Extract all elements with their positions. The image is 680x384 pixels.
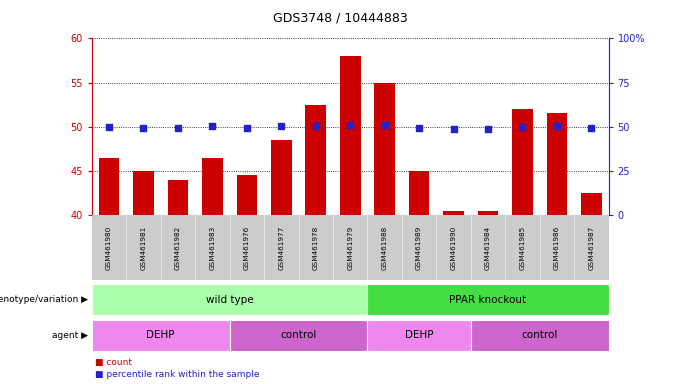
Bar	[167, 180, 188, 215]
Text: ■ percentile rank within the sample: ■ percentile rank within the sample	[95, 370, 260, 379]
Point	[207, 123, 218, 129]
Point	[483, 126, 494, 132]
Text: GSM461990: GSM461990	[451, 225, 456, 270]
Point	[551, 123, 562, 129]
Point	[586, 124, 597, 131]
Bar	[92, 284, 367, 315]
Bar	[99, 158, 120, 215]
Point	[276, 123, 287, 129]
Text: wild type: wild type	[206, 295, 254, 305]
Text: GSM461986: GSM461986	[554, 225, 560, 270]
Text: GSM461988: GSM461988	[381, 225, 388, 270]
Text: GSM461985: GSM461985	[520, 225, 526, 270]
Text: control: control	[280, 330, 317, 340]
Bar	[512, 109, 533, 215]
Point	[103, 124, 114, 130]
Text: PPAR knockout: PPAR knockout	[449, 295, 526, 305]
Bar	[581, 193, 602, 215]
Bar	[374, 83, 395, 215]
Point	[138, 124, 149, 131]
Bar	[471, 319, 609, 351]
Text: GSM461978: GSM461978	[313, 225, 319, 270]
Point	[241, 124, 252, 131]
Bar	[202, 158, 223, 215]
Bar	[271, 140, 292, 215]
Text: GSM461983: GSM461983	[209, 225, 216, 270]
Point	[379, 122, 390, 128]
Bar	[305, 104, 326, 215]
Bar	[340, 56, 360, 215]
Point	[413, 124, 424, 131]
Point	[310, 123, 321, 129]
Point	[345, 122, 356, 128]
Text: GSM461987: GSM461987	[588, 225, 594, 270]
Text: GSM461977: GSM461977	[278, 225, 284, 270]
Bar	[133, 171, 154, 215]
Text: DEHP: DEHP	[146, 330, 175, 340]
Text: GSM461981: GSM461981	[141, 225, 146, 270]
Bar	[237, 175, 257, 215]
Bar	[367, 284, 609, 315]
Text: genotype/variation ▶: genotype/variation ▶	[0, 295, 88, 304]
Text: GSM461984: GSM461984	[485, 225, 491, 270]
Text: agent ▶: agent ▶	[52, 331, 88, 340]
Text: DEHP: DEHP	[405, 330, 433, 340]
Text: GSM461989: GSM461989	[416, 225, 422, 270]
Bar	[92, 319, 230, 351]
Text: GSM461982: GSM461982	[175, 225, 181, 270]
Bar	[367, 319, 471, 351]
Bar	[443, 210, 464, 215]
Bar	[409, 171, 430, 215]
Point	[448, 126, 459, 132]
Text: control: control	[522, 330, 558, 340]
Point	[517, 124, 528, 130]
Bar	[547, 114, 567, 215]
Bar	[230, 319, 367, 351]
Point	[173, 126, 184, 132]
Text: GSM461980: GSM461980	[106, 225, 112, 270]
Text: GSM461979: GSM461979	[347, 225, 353, 270]
Bar	[477, 210, 498, 215]
Text: ■ count: ■ count	[95, 358, 132, 367]
Text: GDS3748 / 10444883: GDS3748 / 10444883	[273, 12, 407, 25]
Text: GSM461976: GSM461976	[244, 225, 250, 270]
